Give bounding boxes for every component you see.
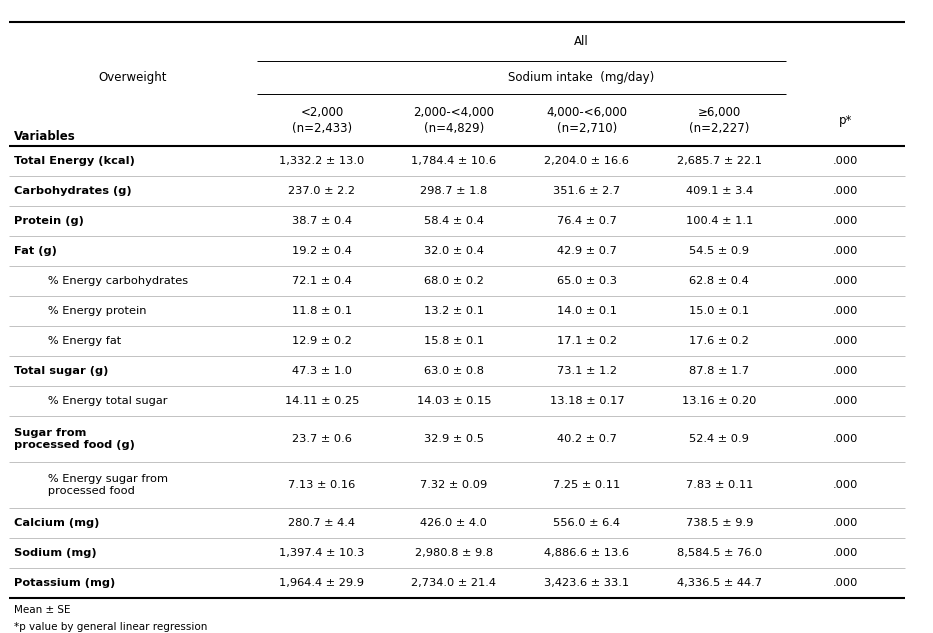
Text: 32.0 ± 0.4: 32.0 ± 0.4 — [424, 246, 484, 256]
Text: % Energy total sugar: % Energy total sugar — [37, 396, 168, 406]
Text: 68.0 ± 0.2: 68.0 ± 0.2 — [424, 276, 484, 286]
Text: 14.11 ± 0.25: 14.11 ± 0.25 — [285, 396, 359, 406]
Text: % Energy carbohydrates: % Energy carbohydrates — [37, 276, 188, 286]
Text: 11.8 ± 0.1: 11.8 ± 0.1 — [292, 306, 352, 316]
Text: 2,980.8 ± 9.8: 2,980.8 ± 9.8 — [415, 548, 493, 558]
Text: Overweight: Overweight — [99, 72, 167, 84]
Text: 76.4 ± 0.7: 76.4 ± 0.7 — [557, 216, 617, 226]
Text: 47.3 ± 1.0: 47.3 ± 1.0 — [292, 366, 352, 376]
Text: 2,204.0 ± 16.6: 2,204.0 ± 16.6 — [545, 156, 629, 166]
Text: .000: .000 — [832, 335, 858, 346]
Text: 12.9 ± 0.2: 12.9 ± 0.2 — [292, 335, 352, 346]
Text: 73.1 ± 1.2: 73.1 ± 1.2 — [557, 366, 617, 376]
Text: 237.0 ± 2.2: 237.0 ± 2.2 — [288, 186, 355, 196]
Text: 4,000-<6,000
(n=2,710): 4,000-<6,000 (n=2,710) — [547, 106, 627, 135]
Text: 63.0 ± 0.8: 63.0 ± 0.8 — [424, 366, 484, 376]
Text: 100.4 ± 1.1: 100.4 ± 1.1 — [686, 216, 753, 226]
Text: 556.0 ± 6.4: 556.0 ± 6.4 — [553, 518, 620, 529]
Text: 32.9 ± 0.5: 32.9 ± 0.5 — [424, 434, 484, 444]
Text: 1,964.4 ± 29.9: 1,964.4 ± 29.9 — [279, 578, 365, 588]
Text: 17.1 ± 0.2: 17.1 ± 0.2 — [557, 335, 617, 346]
Text: 3,423.6 ± 33.1: 3,423.6 ± 33.1 — [544, 578, 630, 588]
Text: Variables: Variables — [14, 130, 76, 143]
Text: All: All — [574, 35, 588, 48]
Text: .000: .000 — [832, 306, 858, 316]
Text: Potassium (mg): Potassium (mg) — [14, 578, 116, 588]
Text: % Energy fat: % Energy fat — [37, 335, 121, 346]
Text: Sodium (mg): Sodium (mg) — [14, 548, 97, 558]
Text: Total Energy (kcal): Total Energy (kcal) — [14, 156, 135, 166]
Text: 23.7 ± 0.6: 23.7 ± 0.6 — [292, 434, 352, 444]
Text: 8,584.5 ± 76.0: 8,584.5 ± 76.0 — [676, 548, 762, 558]
Text: Carbohydrates (g): Carbohydrates (g) — [14, 186, 132, 196]
Text: .000: .000 — [832, 246, 858, 256]
Text: p*: p* — [839, 114, 852, 127]
Text: Mean ± SE: Mean ± SE — [14, 605, 71, 615]
Text: .000: .000 — [832, 366, 858, 376]
Text: .000: .000 — [832, 396, 858, 406]
Text: 40.2 ± 0.7: 40.2 ± 0.7 — [557, 434, 617, 444]
Text: 13.16 ± 0.20: 13.16 ± 0.20 — [682, 396, 757, 406]
Text: 72.1 ± 0.4: 72.1 ± 0.4 — [292, 276, 352, 286]
Text: 2,685.7 ± 22.1: 2,685.7 ± 22.1 — [676, 156, 762, 166]
Text: 65.0 ± 0.3: 65.0 ± 0.3 — [557, 276, 617, 286]
Text: 62.8 ± 0.4: 62.8 ± 0.4 — [689, 276, 749, 286]
Text: Sugar from
processed food (g): Sugar from processed food (g) — [14, 428, 135, 450]
Text: 4,886.6 ± 13.6: 4,886.6 ± 13.6 — [544, 548, 630, 558]
Text: 15.8 ± 0.1: 15.8 ± 0.1 — [424, 335, 484, 346]
Text: 738.5 ± 9.9: 738.5 ± 9.9 — [686, 518, 753, 529]
Text: 14.03 ± 0.15: 14.03 ± 0.15 — [417, 396, 491, 406]
Text: 7.25 ± 0.11: 7.25 ± 0.11 — [553, 480, 620, 490]
Text: 4,336.5 ± 44.7: 4,336.5 ± 44.7 — [676, 578, 762, 588]
Text: 280.7 ± 4.4: 280.7 ± 4.4 — [288, 518, 355, 529]
Text: .000: .000 — [832, 578, 858, 588]
Text: .000: .000 — [832, 216, 858, 226]
Text: 1,784.4 ± 10.6: 1,784.4 ± 10.6 — [411, 156, 496, 166]
Text: .000: .000 — [832, 156, 858, 166]
Text: Total sugar (g): Total sugar (g) — [14, 366, 108, 376]
Text: 13.18 ± 0.17: 13.18 ± 0.17 — [550, 396, 624, 406]
Text: 42.9 ± 0.7: 42.9 ± 0.7 — [557, 246, 617, 256]
Text: 15.0 ± 0.1: 15.0 ± 0.1 — [689, 306, 749, 316]
Text: 1,332.2 ± 13.0: 1,332.2 ± 13.0 — [279, 156, 365, 166]
Text: 58.4 ± 0.4: 58.4 ± 0.4 — [424, 216, 484, 226]
Text: Protein (g): Protein (g) — [14, 216, 84, 226]
Text: .000: .000 — [832, 480, 858, 490]
Text: 1,397.4 ± 10.3: 1,397.4 ± 10.3 — [279, 548, 365, 558]
Text: 7.83 ± 0.11: 7.83 ± 0.11 — [686, 480, 753, 490]
Text: 38.7 ± 0.4: 38.7 ± 0.4 — [292, 216, 352, 226]
Text: 298.7 ± 1.8: 298.7 ± 1.8 — [420, 186, 488, 196]
Text: .000: .000 — [832, 276, 858, 286]
Text: 409.1 ± 3.4: 409.1 ± 3.4 — [686, 186, 753, 196]
Text: 19.2 ± 0.4: 19.2 ± 0.4 — [292, 246, 352, 256]
Text: ≥6,000
(n=2,227): ≥6,000 (n=2,227) — [689, 106, 749, 135]
Text: *p value by general linear regression: *p value by general linear regression — [14, 622, 207, 632]
Text: <2,000
(n=2,433): <2,000 (n=2,433) — [292, 106, 352, 135]
Text: .000: .000 — [832, 434, 858, 444]
Text: .000: .000 — [832, 186, 858, 196]
Text: Sodium intake  (mg/day): Sodium intake (mg/day) — [508, 72, 654, 84]
Text: 87.8 ± 1.7: 87.8 ± 1.7 — [689, 366, 749, 376]
Text: 17.6 ± 0.2: 17.6 ± 0.2 — [689, 335, 749, 346]
Text: 7.13 ± 0.16: 7.13 ± 0.16 — [288, 480, 355, 490]
Text: Calcium (mg): Calcium (mg) — [14, 518, 100, 529]
Text: 351.6 ± 2.7: 351.6 ± 2.7 — [553, 186, 620, 196]
Text: 7.32 ± 0.09: 7.32 ± 0.09 — [420, 480, 488, 490]
Text: Fat (g): Fat (g) — [14, 246, 57, 256]
Text: 426.0 ± 4.0: 426.0 ± 4.0 — [421, 518, 487, 529]
Text: .000: .000 — [832, 518, 858, 529]
Text: 14.0 ± 0.1: 14.0 ± 0.1 — [557, 306, 617, 316]
Text: .000: .000 — [832, 548, 858, 558]
Text: 2,000-<4,000
(n=4,829): 2,000-<4,000 (n=4,829) — [413, 106, 494, 135]
Text: 52.4 ± 0.9: 52.4 ± 0.9 — [689, 434, 749, 444]
Text: 54.5 ± 0.9: 54.5 ± 0.9 — [689, 246, 749, 256]
Text: 2,734.0 ± 21.4: 2,734.0 ± 21.4 — [411, 578, 496, 588]
Text: % Energy protein: % Energy protein — [37, 306, 146, 316]
Text: % Energy sugar from
   processed food: % Energy sugar from processed food — [37, 474, 168, 496]
Text: 13.2 ± 0.1: 13.2 ± 0.1 — [424, 306, 484, 316]
